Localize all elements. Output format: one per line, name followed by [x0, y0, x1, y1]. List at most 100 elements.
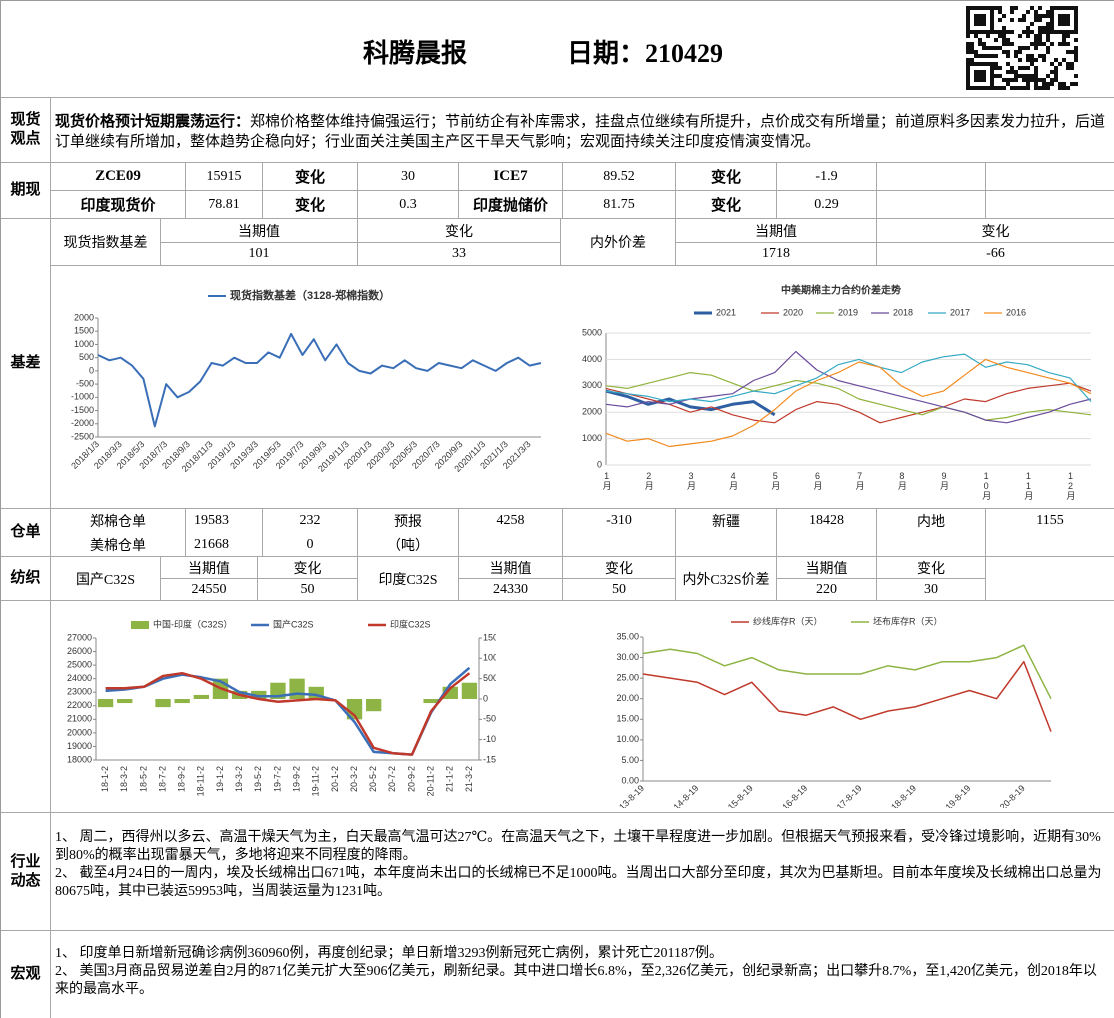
qr-module — [1034, 34, 1038, 38]
qr-module — [1074, 38, 1078, 42]
qr-module — [982, 18, 986, 22]
warehouse-cell — [877, 533, 986, 557]
y-tick-label: 4000 — [582, 354, 602, 364]
textile-name: 国产C32S — [51, 557, 161, 601]
qr-module — [1046, 10, 1050, 14]
y-tick-label: 22000 — [67, 700, 92, 710]
qr-module — [1030, 58, 1034, 62]
qr-module — [1042, 54, 1046, 58]
qr-module — [1014, 78, 1018, 82]
qr-module — [998, 74, 1002, 78]
qr-module — [1006, 70, 1010, 74]
qr-module — [966, 58, 970, 62]
basis-head: 当期值 — [676, 219, 877, 243]
qr-module — [1050, 26, 1054, 30]
qr-module — [1030, 30, 1034, 34]
qr-module — [1050, 22, 1054, 26]
qr-module — [1006, 78, 1010, 82]
y2-tick-label: -500 — [483, 714, 496, 724]
qr-module — [1062, 30, 1066, 34]
futures-cell: -1.9 — [777, 163, 877, 191]
qr-module — [1046, 38, 1050, 42]
qr-module — [1038, 26, 1042, 30]
qr-module — [1018, 66, 1022, 70]
legend-label: 中国-印度（C32S） — [153, 618, 233, 629]
y-tick-label: 25.00 — [616, 673, 639, 683]
spot-view-text: 现货价格预计短期震荡运行：郑棉价格整体维持偏强运行；节前纺企有补库需求，挂盘点位… — [51, 98, 1114, 163]
line-series — [605, 382, 1092, 424]
qr-module — [978, 54, 982, 58]
basis-head: 变化 — [358, 219, 561, 243]
qr-module — [1038, 54, 1042, 58]
textile-head: 变化 — [258, 557, 358, 579]
industry-item: 1、 周二，西得州以多云、高温干燥天气为主，白天最高气温可达27℃。在高温天气之… — [55, 830, 1101, 863]
qr-module — [1062, 14, 1066, 18]
chart: -2500 -2000 -1500 -1000 -500 0 500 1000 1500 2000… — [69, 288, 542, 474]
x-tick-label: 2月 — [644, 471, 654, 491]
qr-module — [1066, 22, 1070, 26]
qr-module — [978, 42, 982, 46]
qr-module — [982, 70, 986, 74]
basis-value: 1718 — [676, 243, 877, 266]
qr-module — [1006, 42, 1010, 46]
qr-module — [994, 46, 998, 50]
qr-module — [1054, 78, 1058, 82]
qr-module — [1010, 10, 1014, 14]
y-tick-label: 23000 — [67, 687, 92, 697]
x-tick-label: 18-11-2 — [196, 766, 206, 796]
basis-value: 33 — [358, 243, 561, 266]
qr-module — [978, 30, 982, 34]
line-series — [642, 644, 1052, 700]
warehouse-cell — [986, 533, 1114, 557]
x-tick-label: 18-5-2 — [138, 766, 148, 792]
line-series — [605, 358, 1092, 448]
qr-module — [982, 6, 986, 10]
qr-module — [978, 6, 982, 10]
legend-label: 2020 — [783, 307, 803, 317]
qr-module — [1054, 70, 1058, 74]
qr-module — [1026, 54, 1030, 58]
qr-module — [1046, 14, 1050, 18]
qr-module — [1010, 18, 1014, 22]
futures-cell: 0.3 — [358, 191, 459, 219]
qr-module — [990, 22, 994, 26]
basis-head: 变化 — [877, 219, 1114, 243]
macro-text: 1、 印度单日新增新冠确诊病例360960例，再度创纪录；单日新增3293例新冠… — [51, 931, 1114, 1018]
bar — [289, 678, 305, 699]
qr-module — [1010, 42, 1014, 46]
warehouse-cell — [777, 533, 877, 557]
qr-module — [1058, 86, 1062, 90]
qr-module — [982, 14, 986, 18]
qr-module — [998, 10, 1002, 14]
x-tick-label: 4月 — [728, 471, 738, 491]
qr-module — [1050, 30, 1054, 34]
qr-module — [1046, 46, 1050, 50]
futures-cell — [877, 191, 986, 219]
section-label: 期现 — [1, 163, 51, 219]
textile-head: 变化 — [563, 557, 676, 579]
textile-value: 220 — [777, 579, 877, 601]
qr-module — [1058, 30, 1062, 34]
qr-module — [1042, 14, 1046, 18]
qr-module — [1046, 74, 1050, 78]
qr-module — [990, 62, 994, 66]
qr-module — [1074, 18, 1078, 22]
qr-module — [1038, 34, 1042, 38]
qr-module — [990, 26, 994, 30]
qr-module — [1002, 86, 1006, 90]
qr-module — [1042, 78, 1046, 82]
y2-tick-label: 1500 — [483, 632, 496, 642]
y-tick-label: 27000 — [67, 632, 92, 642]
header: 科腾晨报 日期：210429 — [1, 1, 1114, 98]
qr-module — [1022, 78, 1026, 82]
x-tick-label: 20-7-2 — [387, 766, 397, 792]
qr-module — [1026, 58, 1030, 62]
qr-module — [970, 58, 974, 62]
qr-module — [974, 78, 978, 82]
x-tick-label: 18-1-2 — [100, 766, 110, 792]
qr-module — [974, 54, 978, 58]
qr-module — [982, 22, 986, 26]
qr-module — [966, 66, 970, 70]
warehouse-cell: （吨） — [358, 533, 459, 557]
